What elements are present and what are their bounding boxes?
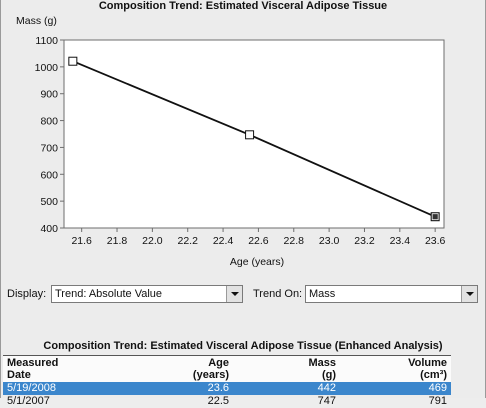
chart-title: Composition Trend: Estimated Visceral Ad… [98,0,388,12]
x-tick-label: 23.2 [354,235,375,247]
cell-mass: 442 [317,382,336,394]
cell-volume: 791 [428,395,447,407]
x-tick-label: 23.0 [319,235,340,247]
cell-age: 22.5 [207,395,229,407]
y-tick-label: 800 [40,116,58,128]
display-select[interactable]: Trend: Absolute Value [51,285,243,303]
y-tick-label: 500 [40,196,58,208]
header-date-line1: Measured [7,357,59,369]
display-dropdown-button[interactable] [226,286,242,302]
cell-volume: 469 [428,382,447,394]
cell-age: 23.6 [207,382,229,394]
header-volume: Volume (cm³) [343,357,447,381]
table-header: Measured Date Age (years) Mass (g) Volum… [3,355,451,383]
series-visceral-mass [68,56,440,222]
header-measured-date: Measured Date [7,357,58,381]
x-tick-label: 23.6 [425,235,446,247]
y-tick-label: 1100 [35,35,58,47]
trend-on-label: Trend On: [253,288,303,300]
chevron-down-icon [465,292,474,296]
y-axis-ticks: 400 500 600 700 800 900 1000 1100 [35,35,64,235]
y-axis-label: Mass (g) [16,15,57,27]
cell-date: 5/19/2008 [7,382,56,394]
x-axis-ticks: 21.6 21.8 22.0 22.2 22.4 22.6 22.8 23.0 23.2 23.4… [71,228,446,247]
x-tick-label: 22.4 [213,235,234,247]
header-mass-line2: (g) [321,369,336,381]
table-title: Composition Trend: Estimated Visceral Ad… [43,340,443,352]
y-tick-label: 900 [40,89,58,101]
chevron-down-icon [230,292,239,296]
y-tick-label: 700 [40,142,58,154]
table-row[interactable]: 5/1/2007 22.5 747 791 [3,395,451,408]
x-tick-label: 21.8 [107,235,128,247]
x-tick-label: 22.2 [178,235,199,247]
data-point-marker[interactable] [245,130,255,140]
header-mass-line1: Mass [308,357,336,369]
cell-mass: 747 [317,395,336,407]
display-select-value: Trend: Absolute Value [55,288,163,300]
x-tick-label: 22.8 [284,235,305,247]
y-tick-label: 600 [40,169,58,181]
header-volume-line2: (cm³) [420,369,447,381]
trend-on-select[interactable]: Mass [305,285,478,303]
cell-date: 5/1/2007 [7,395,50,407]
header-mass: Mass (g) [243,357,336,381]
results-table: Composition Trend: Estimated Visceral Ad… [1,337,485,407]
data-point-marker[interactable] [430,212,440,222]
x-tick-label: 22.0 [142,235,163,247]
header-volume-line1: Volume [408,357,447,369]
header-age-line2: (years) [192,369,229,381]
chart-panel: Composition Trend: Estimated Visceral Ad… [1,0,485,280]
trend-on-select-value: Mass [309,288,336,300]
table-row[interactable]: 5/19/2008 23.6 442 469 [3,382,451,395]
trend-on-dropdown-button[interactable] [461,286,477,302]
data-point-marker-inner [431,213,439,221]
x-tick-label: 23.4 [390,235,411,247]
header-date-line2: Date [7,369,31,381]
y-tick-label: 400 [40,223,58,235]
header-age: Age (years) [153,357,229,381]
x-tick-label: 22.6 [248,235,269,247]
x-tick-label: 21.6 [71,235,92,247]
display-label: Display: [7,288,47,300]
trend-chart: Mass (g) Age (years) 400 500 600 700 800 900 1… [16,15,446,268]
data-point-marker[interactable] [68,56,78,66]
y-tick-label: 1000 [35,62,59,74]
header-age-line1: Age [208,357,229,369]
controls-bar: Display: Trend: Absolute Value Trend On:… [1,285,485,305]
x-axis-label: Age (years) [230,256,284,268]
